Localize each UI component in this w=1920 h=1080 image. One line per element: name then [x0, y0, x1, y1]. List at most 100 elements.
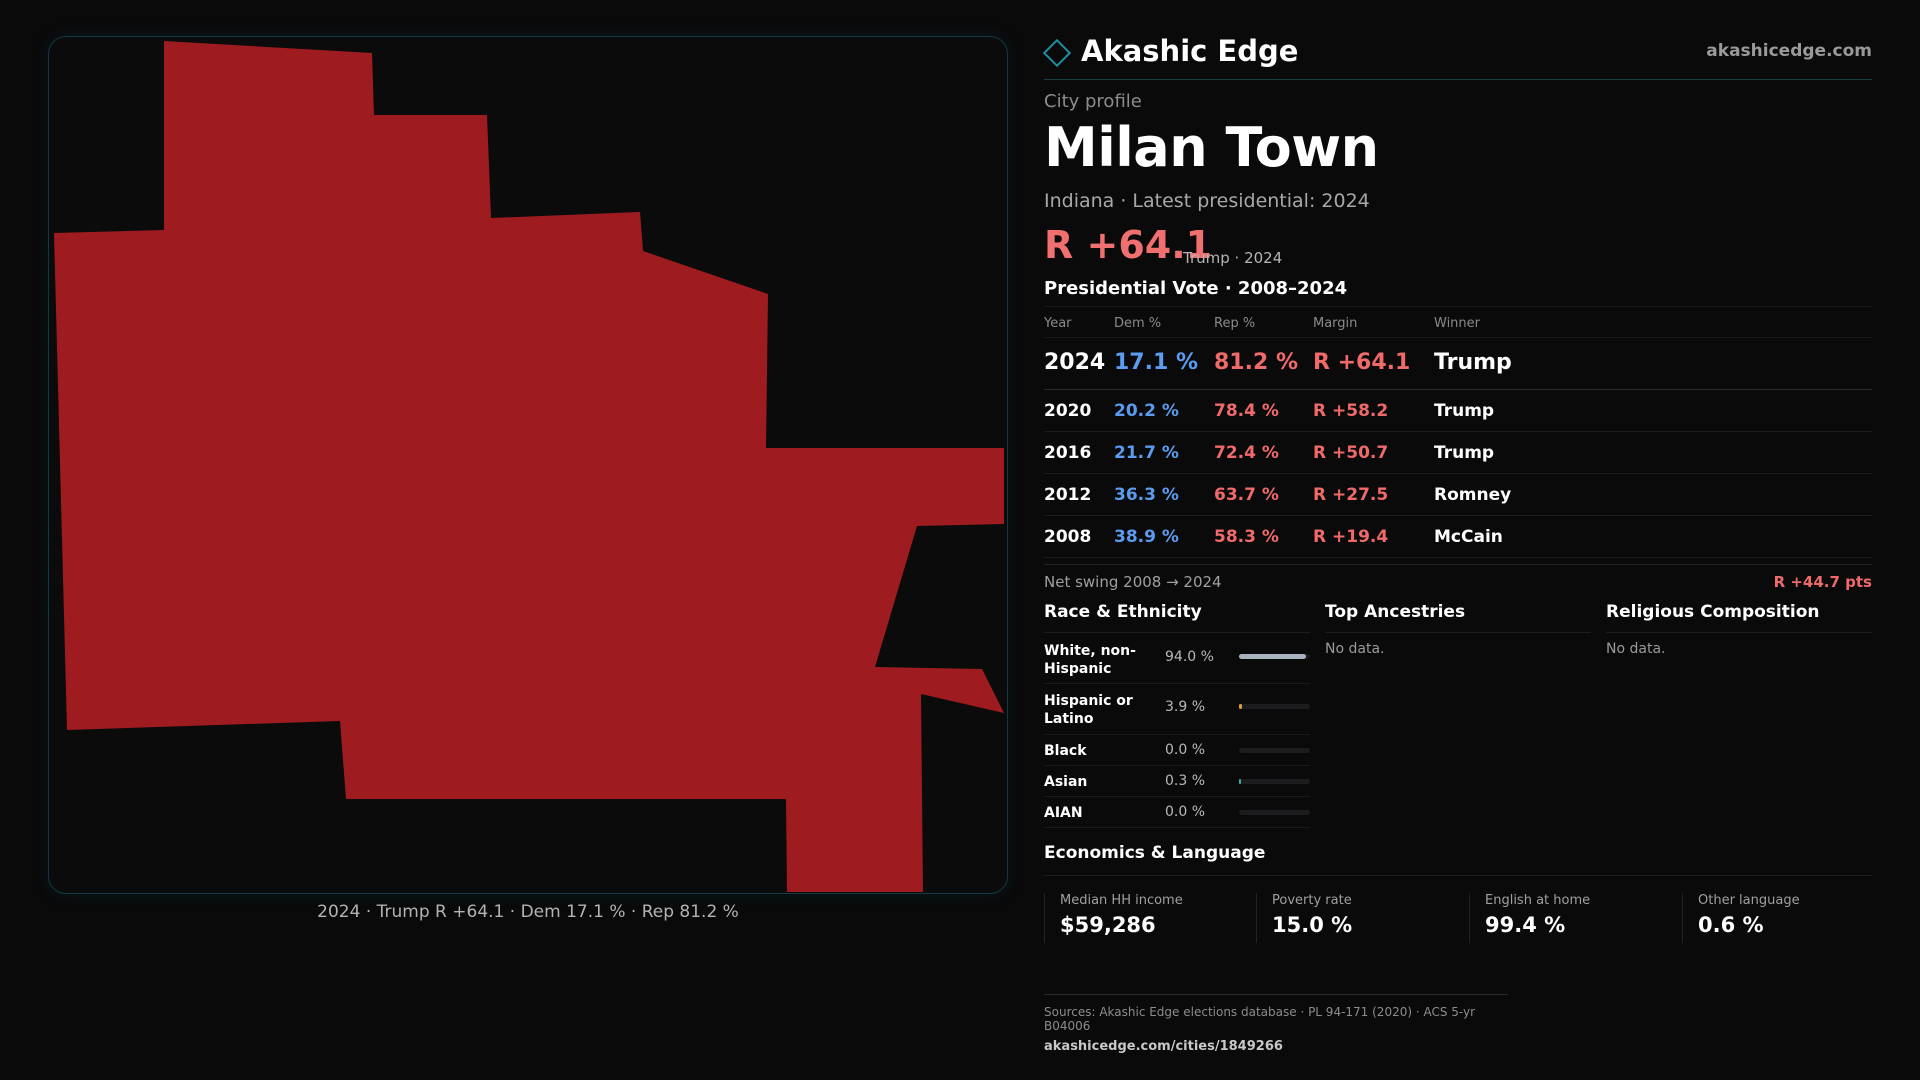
- cell-dem: 36.3 %: [1114, 485, 1179, 505]
- cell-dem: 20.2 %: [1114, 401, 1179, 421]
- econ-card-english: English at home 99.4 %: [1469, 893, 1682, 943]
- race-value: 0.3 %: [1165, 773, 1206, 789]
- brand-header: Akashic Edge akashicedge.com: [1042, 34, 1872, 80]
- race-row: Hispanic or Latino 3.9 %: [1044, 684, 1310, 735]
- race-row: White, non-Hispanic 94.0 %: [1044, 633, 1310, 684]
- race-row: AIAN 0.0 %: [1044, 797, 1310, 828]
- cell-margin: R +58.2: [1313, 401, 1389, 421]
- race-bar-track: [1239, 810, 1310, 815]
- race-value: 94.0 %: [1165, 649, 1214, 665]
- table-row: 2020 20.2 % 78.4 % R +58.2 Trump: [1044, 390, 1872, 432]
- race-value: 0.0 %: [1165, 742, 1206, 758]
- econ-card-value: 0.6 %: [1698, 913, 1764, 937]
- cell-dem: 38.9 %: [1114, 527, 1179, 547]
- cell-year: 2008: [1044, 527, 1092, 547]
- ancestries-section: Top Ancestries No data.: [1325, 602, 1591, 657]
- cell-winner: Romney: [1434, 485, 1512, 505]
- col-header-margin: Margin: [1313, 316, 1358, 331]
- table-row: 2008 38.9 % 58.3 % R +19.4 McCain: [1044, 516, 1872, 558]
- race-label: Hispanic or Latino: [1044, 693, 1133, 727]
- table-row: 2024 17.1 % 81.2 % R +64.1 Trump: [1044, 338, 1872, 390]
- ancestries-empty-text: No data.: [1325, 641, 1385, 657]
- religion-section: Religious Composition No data.: [1606, 602, 1872, 657]
- econ-card-poverty: Poverty rate 15.0 %: [1256, 893, 1469, 943]
- econ-card-label: English at home: [1485, 893, 1591, 908]
- cell-year: 2012: [1044, 485, 1092, 505]
- econ-card-label: Median HH income: [1060, 893, 1183, 908]
- econ-card-value: $59,286: [1060, 913, 1156, 937]
- cell-dem: 21.7 %: [1114, 443, 1179, 463]
- race-bar-track: [1239, 779, 1310, 784]
- race-bar-track: [1239, 654, 1310, 659]
- race-bar-fill: [1239, 779, 1242, 784]
- col-header-year: Year: [1044, 316, 1072, 331]
- brand-url-link[interactable]: akashicedge.com: [1706, 41, 1872, 61]
- race-row: Black 0.0 %: [1044, 735, 1310, 766]
- cell-rep: 81.2 %: [1214, 350, 1298, 375]
- cell-dem: 17.1 %: [1114, 350, 1198, 375]
- city-boundary-map: [54, 41, 1004, 892]
- cell-year: 2024: [1044, 350, 1106, 375]
- race-value: 0.0 %: [1165, 804, 1206, 820]
- cell-margin: R +19.4: [1313, 527, 1389, 547]
- vote-table: Year Dem % Rep % Margin Winner 2024 17.1…: [1044, 306, 1872, 558]
- race-label: Black: [1044, 743, 1087, 759]
- cell-rep: 78.4 %: [1214, 401, 1279, 421]
- table-row: 2016 21.7 % 72.4 % R +50.7 Trump: [1044, 432, 1872, 474]
- map-panel[interactable]: [48, 36, 1008, 894]
- map-caption: 2024 · Trump R +64.1 · Dem 17.1 % · Rep …: [317, 902, 739, 922]
- race-label: Asian: [1044, 774, 1088, 790]
- ancestries-section-title: Top Ancestries: [1325, 602, 1591, 633]
- econ-card-income: Median HH income $59,286: [1044, 893, 1256, 943]
- col-header-dem: Dem %: [1114, 316, 1162, 331]
- col-header-rep: Rep %: [1214, 316, 1256, 331]
- race-row: Asian 0.3 %: [1044, 766, 1310, 797]
- latest-margin: R +64.1: [1044, 223, 1213, 267]
- cell-rep: 63.7 %: [1214, 485, 1279, 505]
- race-label: AIAN: [1044, 805, 1083, 821]
- econ-card-other-language: Other language 0.6 %: [1682, 893, 1872, 943]
- econ-card-label: Poverty rate: [1272, 893, 1352, 908]
- sources-footer: Sources: Akashic Edge elections database…: [1044, 994, 1508, 1054]
- cell-winner: Trump: [1434, 350, 1512, 375]
- page-eyebrow: City profile: [1044, 91, 1142, 112]
- city-boundary-shape[interactable]: [54, 41, 1004, 892]
- net-swing-label: Net swing 2008 → 2024: [1044, 573, 1222, 591]
- econ-card-label: Other language: [1698, 893, 1800, 908]
- latest-margin-note: Trump · 2024: [1183, 249, 1283, 267]
- race-section: Race & Ethnicity White, non-Hispanic 94.…: [1044, 602, 1310, 828]
- religion-section-title: Religious Composition: [1606, 602, 1872, 633]
- net-swing-row: Net swing 2008 → 2024 R +44.7 pts: [1044, 564, 1872, 594]
- religion-empty-text: No data.: [1606, 641, 1666, 657]
- economics-section-title: Economics & Language: [1044, 843, 1872, 876]
- race-section-title: Race & Ethnicity: [1044, 602, 1310, 633]
- cell-rep: 72.4 %: [1214, 443, 1279, 463]
- race-bar-track: [1239, 748, 1310, 753]
- table-row: 2012 36.3 % 63.7 % R +27.5 Romney: [1044, 474, 1872, 516]
- page-subtitle: Indiana · Latest presidential: 2024: [1044, 190, 1370, 212]
- race-bar-fill: [1239, 654, 1306, 659]
- brand-name[interactable]: Akashic Edge: [1081, 34, 1299, 68]
- cell-year: 2020: [1044, 401, 1092, 421]
- econ-card-value: 99.4 %: [1485, 913, 1566, 937]
- diamond-icon: [1042, 38, 1072, 68]
- source-url-link[interactable]: akashicedge.com/cities/1849266: [1044, 1039, 1283, 1054]
- cell-margin: R +64.1: [1313, 350, 1411, 375]
- cell-margin: R +50.7: [1313, 443, 1389, 463]
- race-value: 3.9 %: [1165, 699, 1206, 715]
- cell-winner: Trump: [1434, 443, 1495, 463]
- race-bar-fill: [1239, 704, 1242, 709]
- cell-winner: McCain: [1434, 527, 1503, 547]
- vote-table-title: Presidential Vote · 2008–2024: [1044, 278, 1348, 299]
- race-label: White, non-Hispanic: [1044, 643, 1136, 677]
- cell-rep: 58.3 %: [1214, 527, 1279, 547]
- col-header-winner: Winner: [1434, 316, 1481, 331]
- race-bar-track: [1239, 704, 1310, 709]
- net-swing-value: R +44.7 pts: [1773, 573, 1872, 591]
- econ-card-value: 15.0 %: [1272, 913, 1353, 937]
- cell-year: 2016: [1044, 443, 1092, 463]
- sources-text: Sources: Akashic Edge elections database…: [1044, 1005, 1476, 1033]
- vote-table-header: Year Dem % Rep % Margin Winner: [1044, 306, 1872, 338]
- page-title: Milan Town: [1044, 116, 1379, 179]
- cell-margin: R +27.5: [1313, 485, 1389, 505]
